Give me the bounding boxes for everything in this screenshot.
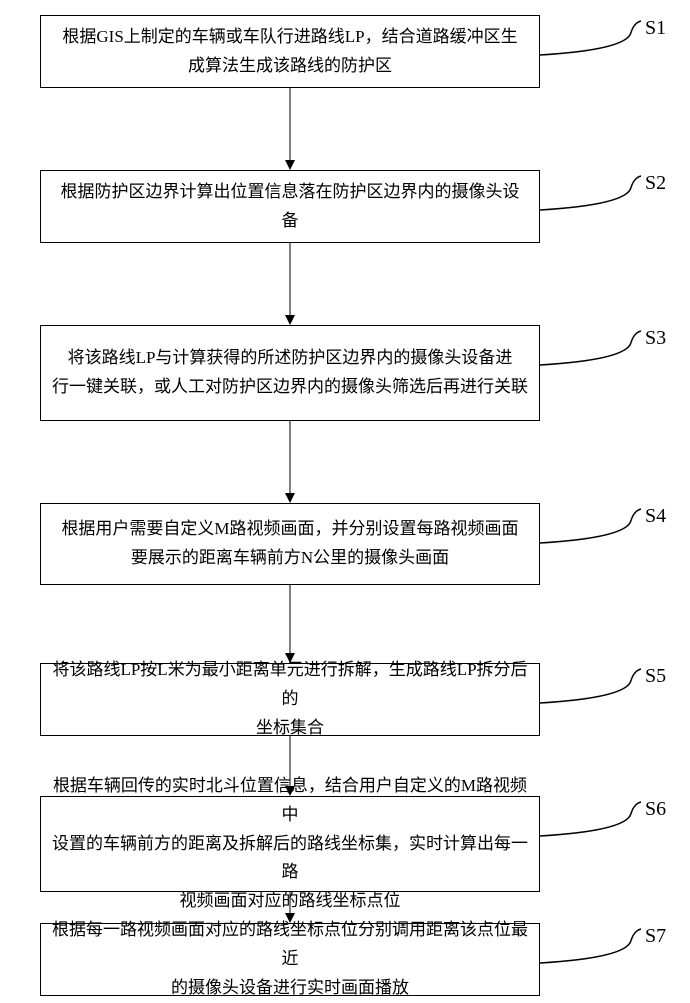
step-box-S5: 将该路线LP按L米为最小距离单元进行拆解，生成路线LP拆分后的 坐标集合: [40, 663, 540, 736]
step-box-S6: 根据车辆回传的实时北斗位置信息，结合用户自定义的M路视频中 设置的车辆前方的距离…: [40, 796, 540, 892]
flowchart-container: 根据GIS上制定的车辆或车队行进路线LP，结合道路缓冲区生 成算法生成该路线的防…: [0, 0, 690, 1000]
step-box-S1: 根据GIS上制定的车辆或车队行进路线LP，结合道路缓冲区生 成算法生成该路线的防…: [40, 15, 540, 88]
flow-arrow: [280, 421, 300, 505]
step-box-S2: 根据防护区边界计算出位置信息落在防护区边界内的摄像头设 备: [40, 170, 540, 243]
step-text-S3: 将该路线LP与计算获得的所述防护区边界内的摄像头设备进 行一键关联，或人工对防护…: [52, 344, 528, 402]
step-box-S3: 将该路线LP与计算获得的所述防护区边界内的摄像头设备进 行一键关联，或人工对防护…: [40, 325, 540, 421]
step-label-S5: S5: [645, 665, 666, 688]
step-text-S2: 根据防护区边界计算出位置信息落在防护区边界内的摄像头设 备: [61, 178, 520, 236]
flow-arrow: [280, 585, 300, 665]
step-label-S4: S4: [645, 505, 666, 528]
arc-S4: [540, 509, 641, 543]
step-text-S7: 根据每一路视频画面对应的路线坐标点位分别调用距离该点位最近 的摄像头设备进行实时…: [51, 916, 529, 1003]
arc-S1: [540, 21, 641, 55]
step-text-S5: 将该路线LP按L米为最小距离单元进行拆解，生成路线LP拆分后的 坐标集合: [51, 656, 529, 743]
arc-S5: [540, 669, 641, 703]
arc-S7: [540, 929, 641, 963]
step-label-S1: S1: [645, 17, 666, 40]
step-text-S1: 根据GIS上制定的车辆或车队行进路线LP，结合道路缓冲区生 成算法生成该路线的防…: [62, 23, 517, 81]
flow-arrow: [280, 243, 300, 327]
step-label-S2: S2: [645, 172, 666, 195]
step-text-S4: 根据用户需要自定义M路视频画面，并分别设置每路视频画面 要展示的距离车辆前方N公…: [61, 515, 518, 573]
arc-S2: [540, 176, 641, 210]
step-box-S4: 根据用户需要自定义M路视频画面，并分别设置每路视频画面 要展示的距离车辆前方N公…: [40, 503, 540, 585]
step-label-S6: S6: [645, 798, 666, 821]
arc-S6: [540, 802, 641, 836]
step-box-S7: 根据每一路视频画面对应的路线坐标点位分别调用距离该点位最近 的摄像头设备进行实时…: [40, 923, 540, 996]
step-label-S7: S7: [645, 925, 666, 948]
step-label-S3: S3: [645, 327, 666, 350]
flow-arrow: [280, 88, 300, 172]
arc-S3: [540, 331, 641, 365]
